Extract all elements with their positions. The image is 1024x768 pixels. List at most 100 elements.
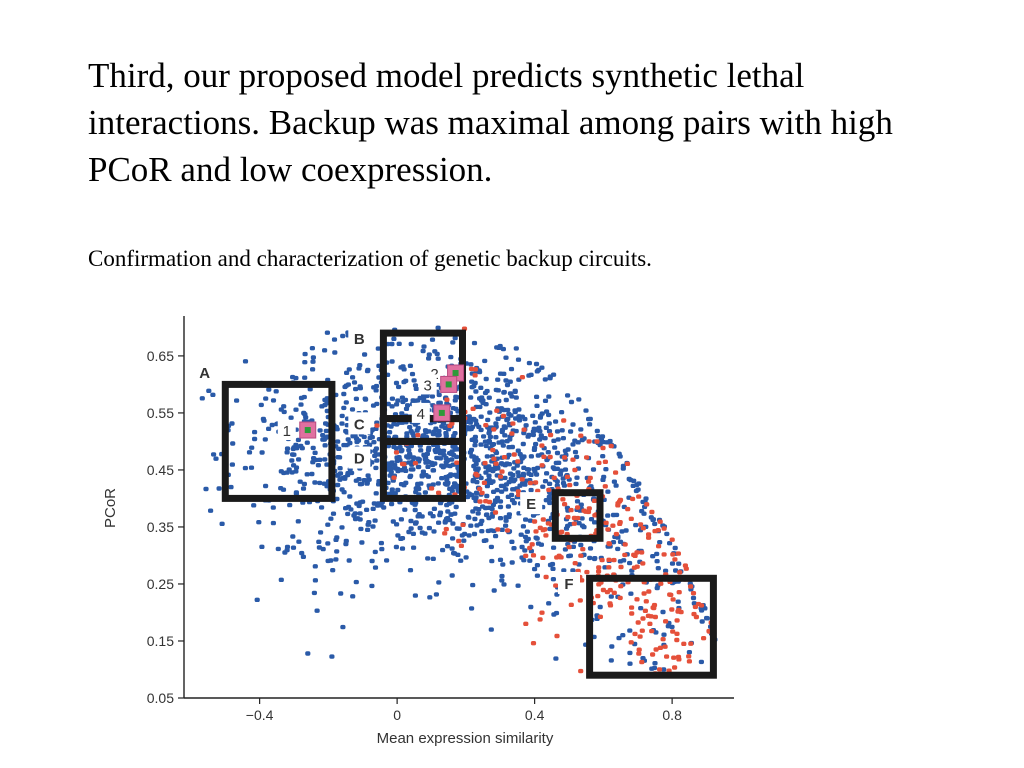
data-point [395, 398, 401, 403]
data-point [364, 368, 371, 374]
data-point [418, 448, 424, 453]
data-point [605, 527, 611, 532]
data-point [562, 467, 569, 472]
data-point [560, 497, 566, 502]
data-point [518, 532, 524, 537]
data-point [528, 604, 534, 610]
data-point [517, 452, 523, 457]
data-point [408, 429, 414, 434]
data-point [646, 589, 652, 594]
data-point [672, 545, 678, 551]
data-point [671, 655, 677, 660]
data-point [557, 471, 563, 476]
data-point [433, 426, 439, 431]
data-point [565, 447, 571, 452]
data-point [579, 516, 585, 521]
data-point [499, 573, 505, 579]
data-point [302, 412, 308, 417]
data-point [616, 451, 622, 456]
data-point [493, 461, 499, 466]
pair-label-bg [411, 402, 430, 423]
data-point [676, 590, 682, 595]
data-point [361, 434, 367, 440]
data-point [501, 407, 507, 413]
data-point [356, 366, 362, 371]
data-point [496, 398, 502, 404]
data-point [316, 545, 322, 550]
data-point [453, 394, 459, 399]
data-point [486, 438, 492, 444]
data-point [213, 456, 219, 461]
data-point [364, 507, 370, 512]
data-point [608, 443, 614, 449]
data-point [533, 361, 540, 367]
data-point [483, 402, 489, 407]
data-point [451, 452, 457, 458]
data-point [341, 405, 347, 411]
data-point [628, 516, 634, 521]
data-point [475, 511, 481, 516]
data-point [449, 546, 455, 551]
data-point [686, 650, 692, 655]
data-point [259, 544, 265, 549]
data-point [634, 597, 640, 602]
data-point [649, 628, 655, 634]
data-point [454, 526, 460, 531]
data-point [398, 482, 405, 487]
data-point [483, 470, 489, 475]
data-point [473, 471, 479, 477]
data-point [419, 530, 425, 535]
data-point [551, 438, 557, 443]
data-point [442, 481, 448, 486]
data-point [293, 490, 299, 495]
data-point [408, 518, 414, 524]
data-point [492, 466, 498, 472]
data-point [430, 514, 436, 519]
data-point [572, 561, 578, 566]
data-point [472, 373, 478, 378]
data-point [322, 402, 328, 408]
data-point [545, 521, 551, 526]
data-point [542, 527, 548, 532]
data-point [402, 507, 408, 512]
data-point [663, 568, 669, 573]
data-point [543, 425, 549, 430]
data-point [472, 443, 478, 448]
data-point [675, 599, 681, 604]
data-point [635, 620, 641, 625]
data-point [335, 472, 341, 478]
data-point [310, 359, 316, 364]
data-point [551, 372, 557, 377]
data-point [493, 435, 499, 440]
data-point [536, 425, 542, 430]
data-point [478, 385, 484, 390]
data-point [466, 533, 472, 538]
data-point [403, 406, 410, 411]
y-tick-label: 0.55 [147, 405, 174, 421]
data-point [652, 521, 658, 527]
data-point [439, 476, 445, 481]
data-point [611, 590, 617, 595]
data-point [642, 608, 648, 613]
data-point [509, 394, 515, 399]
data-point [676, 657, 682, 662]
data-point [339, 487, 345, 492]
region-box-a [221, 380, 336, 502]
data-point [530, 432, 536, 438]
data-point [293, 375, 299, 381]
data-point [508, 366, 515, 372]
region-label-c: C [354, 416, 365, 433]
data-point [617, 520, 623, 525]
data-point [602, 484, 608, 489]
data-point [412, 461, 418, 466]
data-point [516, 377, 522, 382]
data-point [339, 413, 345, 419]
data-point [293, 442, 299, 448]
data-point [435, 481, 441, 486]
data-point [417, 525, 423, 531]
data-point [553, 583, 559, 588]
data-point [473, 389, 479, 394]
data-point [561, 568, 567, 573]
data-point [599, 434, 606, 439]
data-point [367, 442, 373, 447]
